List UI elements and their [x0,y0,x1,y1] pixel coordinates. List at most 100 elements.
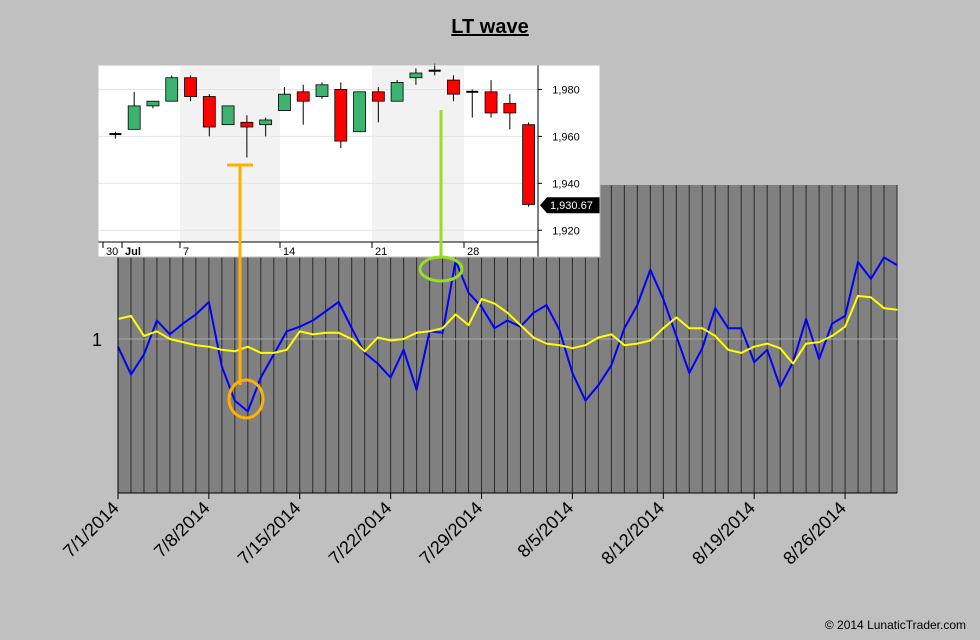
series-point-0 [545,304,548,306]
series-point-1 [571,347,574,349]
series-point-0 [844,315,846,317]
inset-x-tick-label: Jul [125,246,141,258]
x-tick-label: 7/8/2014 [150,498,214,562]
candle-body [259,119,273,126]
series-point-0 [649,269,651,271]
candle-body [221,105,235,126]
series-point-0 [753,361,755,363]
series-point-0 [896,264,898,266]
series-point-1 [506,312,509,314]
series-point-1 [312,333,314,335]
series-point-1 [182,341,184,343]
series-point-1 [818,341,820,343]
series-point-0 [493,327,496,329]
series-point-1 [169,338,171,340]
series-point-0 [532,312,535,314]
series-point-1 [727,349,729,351]
candle-body [409,72,423,79]
series-point-0 [299,326,301,328]
candle-body [447,79,460,95]
series-point-1 [493,302,496,305]
series-point-0 [623,327,625,329]
series-point-1 [351,338,353,340]
series-point-0 [688,372,690,374]
series-point-1 [208,346,210,348]
series-point-0 [208,301,210,303]
inset-x-tick-label: 7 [183,246,189,258]
series-point-0 [377,363,379,365]
series-point-1 [779,347,781,349]
chart-title: LT wave [451,16,529,38]
series-point-0 [195,313,197,315]
series-point-1 [454,313,457,315]
x-tick-label: 8/19/2014 [688,498,759,569]
inset-shade-band [372,66,464,242]
series-point-1 [130,315,132,317]
candle-body [371,91,385,102]
series-point-0 [390,376,392,379]
series-point-1 [740,352,742,354]
series-point-1 [234,350,236,352]
series-point-0 [286,330,288,332]
series-point-1 [195,344,197,346]
series-point-0 [273,353,275,355]
series-point-1 [480,298,483,300]
x-tick-label: 7/29/2014 [416,498,487,569]
series-point-0 [351,327,353,329]
series-point-1 [701,327,703,329]
series-point-1 [247,346,249,348]
series-point-1 [441,327,444,329]
series-point-0 [870,278,872,280]
candle-body [296,91,310,102]
series-point-1 [883,307,885,309]
series-point-0 [338,301,340,303]
series-point-1 [143,335,145,337]
series-point-1 [519,324,522,326]
series-point-1 [286,349,288,351]
x-tick-label: 7/1/2014 [59,498,123,562]
series-point-1 [558,344,561,346]
series-point-0 [740,327,742,329]
inset-x-tick-label: 14 [283,246,295,258]
series-point-0 [441,332,444,334]
series-point-0 [312,319,314,322]
series-point-1 [896,309,898,311]
series-point-1 [857,295,859,297]
candle-body [184,77,197,97]
series-point-1 [338,332,340,334]
candle-body [278,93,291,111]
series-point-0 [779,386,781,388]
series-point-1 [662,327,664,329]
candle-body [484,91,498,114]
candle-body [503,103,517,114]
x-tick-label: 8/26/2014 [779,498,850,569]
candle-body [127,105,141,130]
candle-body [165,77,179,102]
series-point-1 [688,327,690,329]
series-point-1 [467,324,470,326]
x-tick-label: 7/15/2014 [234,498,305,569]
inset-x-tick-label: 30 [106,246,118,258]
series-point-0 [130,373,132,376]
series-point-0 [480,306,483,308]
inset-x-tick-label: 21 [375,246,387,258]
series-point-1 [429,330,431,332]
series-point-0 [416,389,418,391]
series-point-0 [714,307,716,309]
series-point-0 [597,384,599,386]
series-point-1 [156,330,158,332]
copyright-text: © 2014 LunaticTrader.com [824,618,966,632]
series-point-0 [883,256,885,258]
series-point-0 [221,366,223,368]
series-point-1 [766,343,768,345]
series-point-1 [623,344,625,346]
series-point-0 [182,323,184,325]
series-point-1 [299,330,301,332]
series-point-0 [156,319,158,322]
series-point-0 [662,298,664,300]
series-point-1 [753,346,755,348]
series-point-0 [247,410,249,412]
inset-y-tick-label: 1,920 [552,225,580,237]
series-point-0 [701,347,703,349]
series-point-1 [870,296,872,299]
